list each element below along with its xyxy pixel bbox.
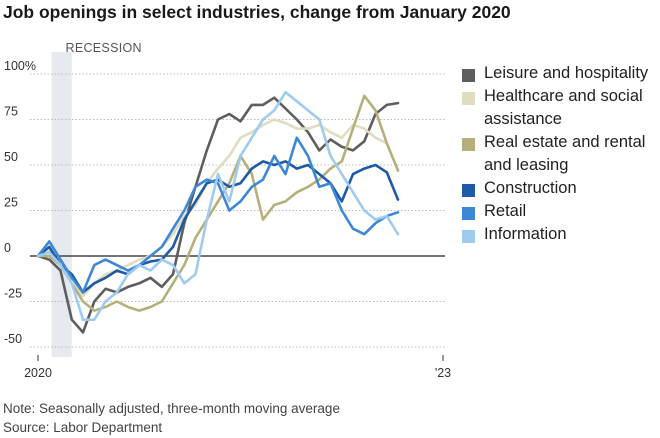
- series-line-leisure-and-hospitality: [36, 96, 400, 334]
- x-tick-label: 2020: [24, 366, 52, 380]
- y-tick-label: 50: [4, 150, 18, 164]
- legend-label-leisure-hospitality: Leisure and hospitality: [484, 64, 649, 82]
- series-line-real-estate-and-rental-and-leasing: [36, 94, 400, 312]
- legend-item-information: Information: [462, 223, 657, 246]
- legend-swatch-information: [462, 230, 475, 243]
- legend-item-real-estate: Real estate and rental and leasing: [462, 131, 657, 177]
- legend: Leisure and hospitality Healthcare and s…: [462, 62, 657, 246]
- series-line-healthcare-and-social-assistance: [36, 118, 389, 298]
- recession-label: RECESSION: [66, 41, 142, 55]
- series-line-information: [36, 90, 400, 322]
- legend-swatch-construction: [462, 184, 475, 197]
- y-tick-label: -50: [4, 332, 22, 346]
- legend-item-retail: Retail: [462, 200, 657, 223]
- legend-item-construction: Construction: [462, 177, 657, 200]
- legend-label-construction: Construction: [484, 179, 577, 197]
- legend-label-healthcare: Healthcare and social assistance: [484, 87, 643, 128]
- legend-label-retail: Retail: [484, 202, 527, 220]
- legend-swatch-healthcare: [462, 92, 475, 105]
- chart-source: Source: Labor Department: [3, 420, 163, 435]
- legend-item-healthcare: Healthcare and social assistance: [462, 85, 657, 131]
- chart: RECESSION 100% 75 50 25 0 -25 -50 2020 '23: [4, 41, 451, 380]
- chart-note: Note: Seasonally adjusted, three-month m…: [3, 401, 340, 416]
- y-tick-label: 0: [4, 241, 11, 255]
- legend-swatch-leisure-hospitality: [462, 69, 475, 82]
- legend-label-information: Information: [484, 225, 567, 243]
- y-tick-label: -25: [4, 287, 22, 301]
- x-tick-label: '23: [435, 366, 451, 380]
- legend-item-leisure-hospitality: Leisure and hospitality: [462, 62, 657, 85]
- legend-swatch-retail: [462, 207, 475, 220]
- y-tick-label: 25: [4, 196, 18, 210]
- series-line-construction: [36, 160, 400, 294]
- recession-band: [51, 52, 72, 357]
- y-tick-label: 100%: [4, 59, 36, 73]
- chart-title: Job openings in select industries, chang…: [3, 2, 511, 22]
- y-tick-label: 75: [4, 105, 18, 119]
- series-line-retail: [36, 136, 400, 294]
- legend-swatch-real-estate: [462, 138, 475, 151]
- legend-label-real-estate: Real estate and rental and leasing: [484, 133, 646, 174]
